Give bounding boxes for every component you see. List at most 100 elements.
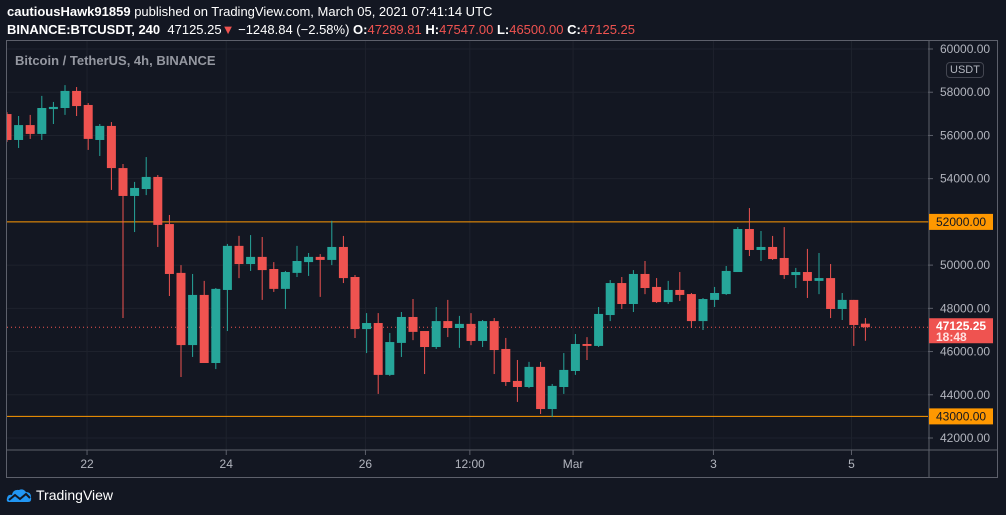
candle bbox=[768, 235, 778, 260]
level-price-label: 43000.00 bbox=[936, 409, 986, 423]
candle bbox=[385, 332, 395, 376]
candle bbox=[628, 270, 638, 313]
candle bbox=[246, 235, 256, 271]
candle-body bbox=[211, 288, 221, 364]
candle-body bbox=[675, 289, 685, 295]
candle bbox=[420, 331, 430, 375]
y-tick-label: 54000.00 bbox=[940, 172, 990, 186]
candle bbox=[431, 307, 441, 349]
candle bbox=[280, 270, 290, 309]
candle-body bbox=[304, 256, 314, 263]
candle-body bbox=[7, 114, 12, 140]
candle-body bbox=[396, 316, 406, 343]
candle bbox=[362, 313, 372, 354]
candle bbox=[37, 95, 47, 140]
candle-body bbox=[640, 273, 650, 289]
candle bbox=[130, 181, 140, 233]
candle bbox=[222, 243, 232, 332]
candle-body bbox=[164, 224, 174, 274]
candle bbox=[570, 334, 580, 375]
y-tick-label: 42000.00 bbox=[940, 431, 990, 445]
candle-body bbox=[791, 272, 801, 276]
x-tick-label: 22 bbox=[80, 457, 94, 471]
candle-body bbox=[373, 323, 383, 375]
price-change: −1248.84 (−2.58%) bbox=[238, 22, 350, 37]
currency-badge[interactable]: USDT bbox=[946, 62, 984, 78]
candle bbox=[721, 265, 731, 295]
tradingview-logo[interactable]: TradingView bbox=[6, 487, 113, 503]
x-tick-label: 24 bbox=[220, 457, 234, 471]
candle bbox=[454, 315, 464, 348]
candle-body bbox=[768, 246, 778, 260]
candle bbox=[756, 230, 766, 262]
y-tick-label: 46000.00 bbox=[940, 345, 990, 359]
candle bbox=[60, 85, 70, 115]
publish-info: cautiousHawk91859 published on TradingVi… bbox=[7, 4, 492, 19]
candle-body bbox=[280, 272, 290, 289]
candle bbox=[524, 361, 534, 389]
candle bbox=[234, 235, 244, 279]
candle bbox=[373, 313, 383, 394]
candle bbox=[257, 237, 267, 300]
candle-body bbox=[48, 106, 58, 110]
candle-body bbox=[733, 229, 743, 273]
candle bbox=[826, 264, 836, 319]
candle-body bbox=[570, 343, 580, 372]
candle-body bbox=[837, 299, 847, 309]
x-tick-label: 26 bbox=[359, 457, 373, 471]
candle bbox=[14, 115, 24, 148]
open-label: O: bbox=[353, 22, 368, 37]
last-price-tag bbox=[929, 318, 993, 344]
candle bbox=[698, 297, 708, 330]
candle bbox=[710, 286, 720, 308]
candle-body bbox=[478, 321, 488, 341]
candle-body bbox=[14, 125, 24, 140]
close-label: C: bbox=[567, 22, 581, 37]
candle bbox=[72, 87, 82, 116]
candle-body bbox=[710, 292, 720, 300]
candle bbox=[582, 337, 592, 360]
x-tick-label: 12:00 bbox=[455, 457, 485, 471]
candle bbox=[675, 272, 685, 301]
candle-body bbox=[779, 257, 789, 276]
candle-body bbox=[756, 246, 766, 250]
ohlc-header: BINANCE:BTCUSDT, 240 47125.25▼ −1248.84 … bbox=[7, 22, 635, 37]
y-tick-label: 44000.00 bbox=[940, 388, 990, 402]
candle bbox=[594, 307, 604, 348]
candle bbox=[292, 245, 302, 277]
candle bbox=[791, 267, 801, 289]
chart-legend: Bitcoin / TetherUS, 4h, BINANCE bbox=[15, 53, 216, 68]
bar-countdown: 18:48 bbox=[936, 330, 967, 344]
candle-body bbox=[199, 294, 209, 364]
candle-body bbox=[454, 323, 464, 328]
candle bbox=[663, 280, 673, 305]
candle-body bbox=[315, 256, 325, 260]
candle bbox=[640, 261, 650, 295]
candle-body bbox=[292, 261, 302, 273]
candle-body bbox=[83, 104, 93, 139]
y-tick-label: 58000.00 bbox=[940, 85, 990, 99]
author-name[interactable]: cautiousHawk91859 bbox=[7, 4, 131, 19]
candle-body bbox=[106, 125, 116, 169]
candle-body bbox=[814, 278, 824, 281]
candle-body bbox=[466, 323, 476, 341]
candle-body bbox=[269, 268, 279, 289]
candle bbox=[814, 253, 824, 295]
candle-body bbox=[72, 90, 82, 107]
candle-body bbox=[849, 299, 859, 325]
candle-body bbox=[443, 321, 453, 328]
candle bbox=[396, 312, 406, 357]
candle-body bbox=[257, 256, 267, 271]
candle-body bbox=[25, 125, 35, 134]
symbol-label: BINANCE:BTCUSDT, 240 bbox=[7, 22, 161, 37]
close-value: 47125.25 bbox=[580, 22, 636, 37]
high-value: 47547.00 bbox=[439, 22, 494, 37]
last-price: 47125.25 bbox=[167, 22, 222, 37]
candle-body bbox=[362, 323, 372, 330]
candle-body bbox=[698, 299, 708, 322]
candle bbox=[536, 361, 546, 415]
candle bbox=[849, 299, 859, 346]
candle bbox=[188, 273, 198, 357]
candle bbox=[199, 280, 209, 364]
